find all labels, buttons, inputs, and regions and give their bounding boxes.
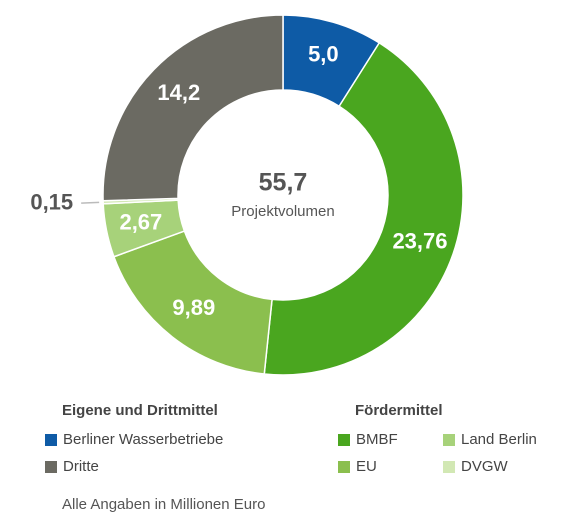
footnote: Alle Angaben in Millionen Euro xyxy=(62,496,265,513)
donut-slice xyxy=(102,14,284,202)
center-value: 55,7 xyxy=(259,169,308,197)
leader-line xyxy=(81,201,100,204)
data-label: 5,0 xyxy=(308,42,339,67)
legend-swatch xyxy=(45,434,57,446)
legend-label: DVGW xyxy=(461,458,509,475)
center-text: Projektvolumen xyxy=(231,203,334,220)
legend-swatch xyxy=(338,461,350,473)
legend-label: Land Berlin xyxy=(461,431,537,448)
legend-group-title: Eigene und Drittmittel xyxy=(62,402,218,419)
legend-group-title: Fördermittel xyxy=(355,402,443,419)
data-label: 0,15 xyxy=(30,189,73,214)
legend-label: Dritte xyxy=(63,458,99,475)
legend-label: BMBF xyxy=(356,431,398,448)
legend-label: EU xyxy=(356,458,377,475)
legend-swatch xyxy=(45,461,57,473)
data-label: 9,89 xyxy=(172,295,215,320)
data-label: 23,76 xyxy=(392,228,447,253)
legend-swatch xyxy=(443,461,455,473)
legend-swatch xyxy=(443,434,455,446)
donut-slice xyxy=(263,41,464,376)
legend-label: Berliner Wasserbetriebe xyxy=(63,431,223,448)
data-label: 2,67 xyxy=(119,210,162,235)
data-label: 14,2 xyxy=(157,80,200,105)
legend-swatch xyxy=(338,434,350,446)
